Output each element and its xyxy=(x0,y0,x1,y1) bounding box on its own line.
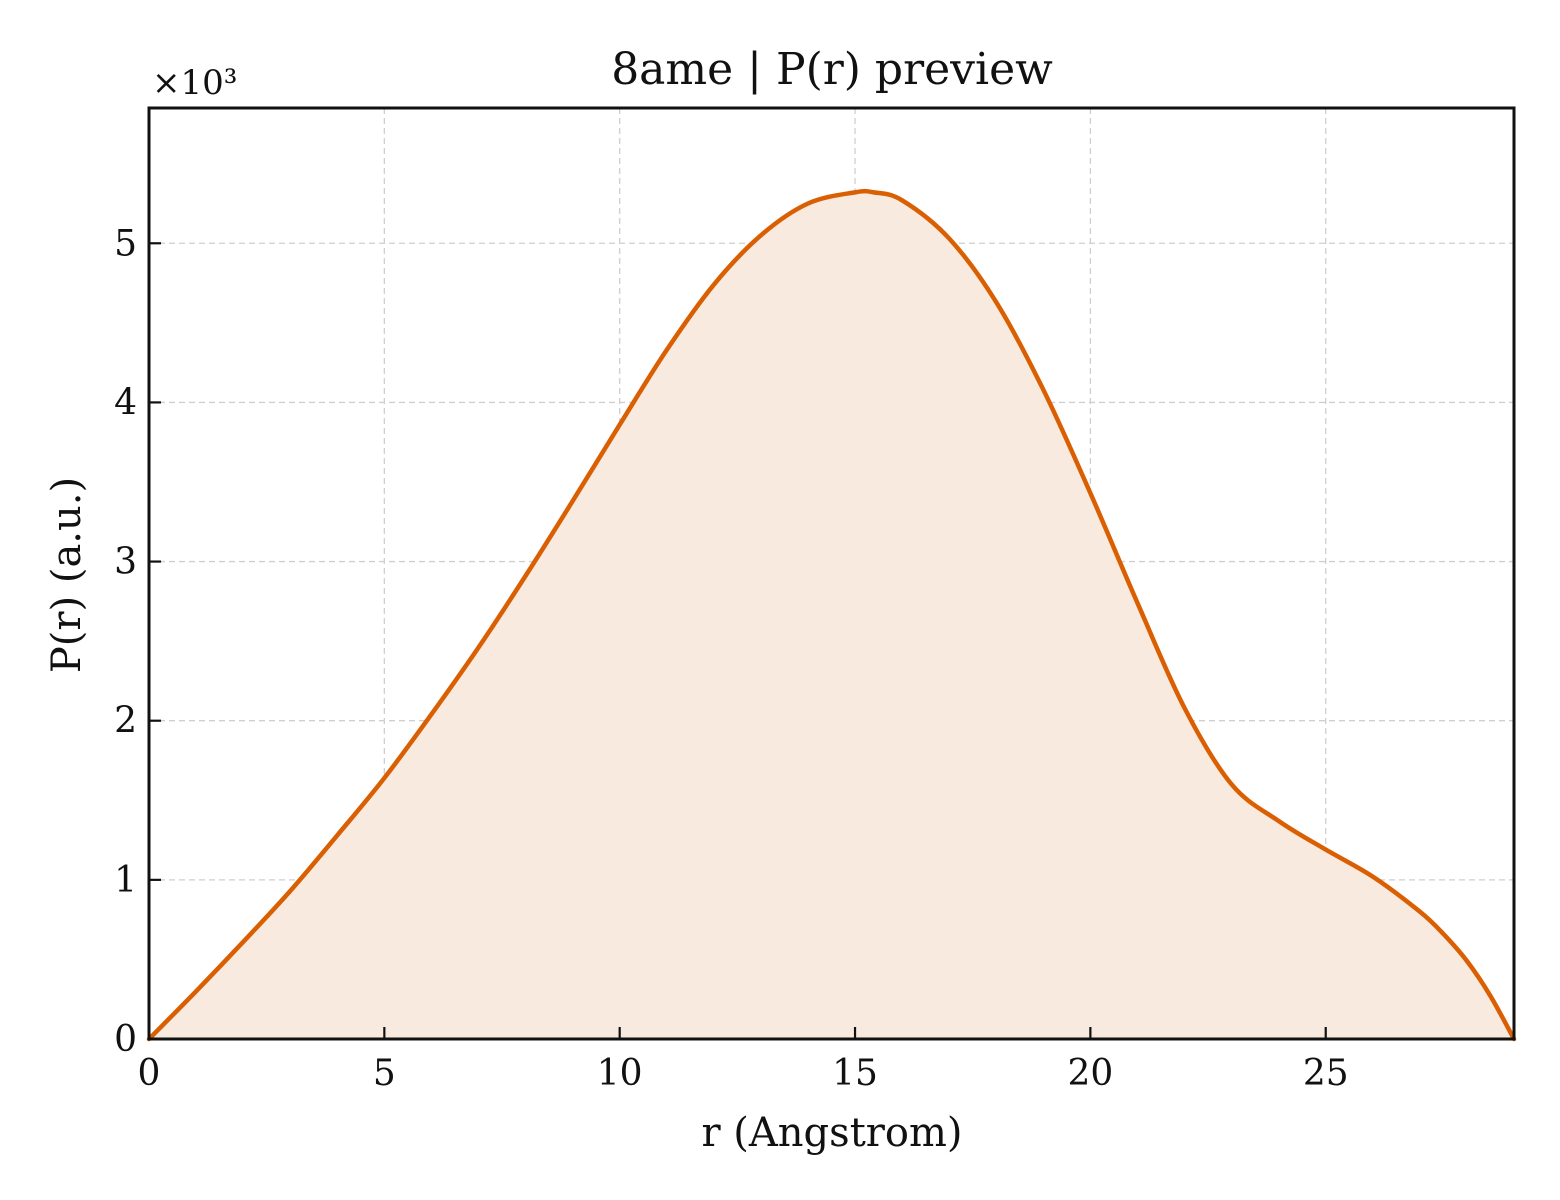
y-tick-label: 5 xyxy=(114,223,137,264)
y-tick-label: 0 xyxy=(114,1019,137,1060)
axis-ticks: 0 5 10 15 20 25 0 1 2 3 4 5 xyxy=(114,223,1349,1094)
y-tick-label: 2 xyxy=(114,701,137,742)
y-tick-label: 4 xyxy=(114,382,137,423)
plot-frame xyxy=(147,106,1516,1041)
series-line xyxy=(146,188,1517,1042)
x-tick-label: 10 xyxy=(597,1053,643,1094)
x-tick-label: 5 xyxy=(373,1053,396,1094)
y-tick-label: 3 xyxy=(114,542,137,583)
x-tick-label: 15 xyxy=(832,1053,878,1094)
x-axis-title: r (Angstrom) xyxy=(701,1110,962,1156)
y-axis-title: P(r) (a.u.) xyxy=(44,477,90,673)
x-tick-label: 0 xyxy=(138,1053,161,1094)
x-tick-label: 25 xyxy=(1303,1053,1349,1094)
chart-title: 8ame | P(r) preview xyxy=(611,44,1053,95)
x-tick-label: 20 xyxy=(1067,1053,1113,1094)
y-offset-label: ×10³ xyxy=(152,63,237,103)
y-tick-label: 1 xyxy=(114,860,137,901)
area-fill xyxy=(149,191,1514,1039)
